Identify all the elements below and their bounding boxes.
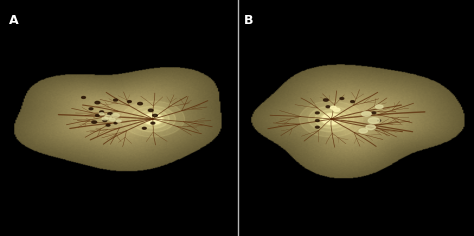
Circle shape bbox=[316, 126, 319, 128]
Circle shape bbox=[108, 113, 113, 115]
Circle shape bbox=[89, 108, 93, 110]
Circle shape bbox=[82, 97, 85, 98]
Circle shape bbox=[103, 120, 107, 122]
Circle shape bbox=[340, 97, 344, 99]
Circle shape bbox=[378, 120, 381, 121]
Circle shape bbox=[153, 114, 157, 117]
Circle shape bbox=[366, 125, 375, 130]
Ellipse shape bbox=[300, 101, 363, 137]
Ellipse shape bbox=[322, 114, 340, 124]
Ellipse shape bbox=[320, 113, 342, 125]
Circle shape bbox=[95, 101, 100, 104]
Circle shape bbox=[151, 122, 155, 124]
Circle shape bbox=[368, 118, 380, 123]
Ellipse shape bbox=[322, 114, 340, 124]
Circle shape bbox=[105, 115, 111, 119]
Circle shape bbox=[114, 99, 118, 101]
Circle shape bbox=[375, 105, 383, 109]
Circle shape bbox=[359, 129, 367, 133]
Circle shape bbox=[106, 124, 110, 126]
Circle shape bbox=[100, 111, 103, 113]
Ellipse shape bbox=[315, 110, 347, 128]
Circle shape bbox=[102, 117, 108, 120]
Circle shape bbox=[96, 114, 100, 116]
Circle shape bbox=[99, 113, 104, 115]
Circle shape bbox=[148, 109, 153, 111]
Circle shape bbox=[333, 108, 340, 111]
Text: B: B bbox=[244, 14, 254, 27]
Circle shape bbox=[109, 118, 115, 121]
Circle shape bbox=[92, 121, 97, 123]
Circle shape bbox=[316, 120, 319, 122]
Ellipse shape bbox=[121, 101, 184, 137]
Circle shape bbox=[326, 106, 330, 108]
Circle shape bbox=[114, 122, 117, 124]
Text: A: A bbox=[9, 14, 18, 27]
Circle shape bbox=[316, 112, 319, 114]
Circle shape bbox=[351, 101, 355, 102]
Ellipse shape bbox=[142, 113, 164, 125]
Circle shape bbox=[372, 112, 376, 114]
Circle shape bbox=[116, 120, 121, 122]
Ellipse shape bbox=[309, 106, 354, 132]
Circle shape bbox=[128, 101, 131, 102]
Ellipse shape bbox=[144, 114, 162, 124]
Ellipse shape bbox=[137, 110, 169, 128]
Circle shape bbox=[330, 106, 336, 109]
Circle shape bbox=[362, 112, 371, 116]
Circle shape bbox=[142, 127, 146, 129]
Circle shape bbox=[323, 99, 328, 101]
Ellipse shape bbox=[144, 114, 162, 124]
Ellipse shape bbox=[130, 106, 175, 132]
Circle shape bbox=[112, 114, 119, 117]
Circle shape bbox=[137, 102, 142, 105]
